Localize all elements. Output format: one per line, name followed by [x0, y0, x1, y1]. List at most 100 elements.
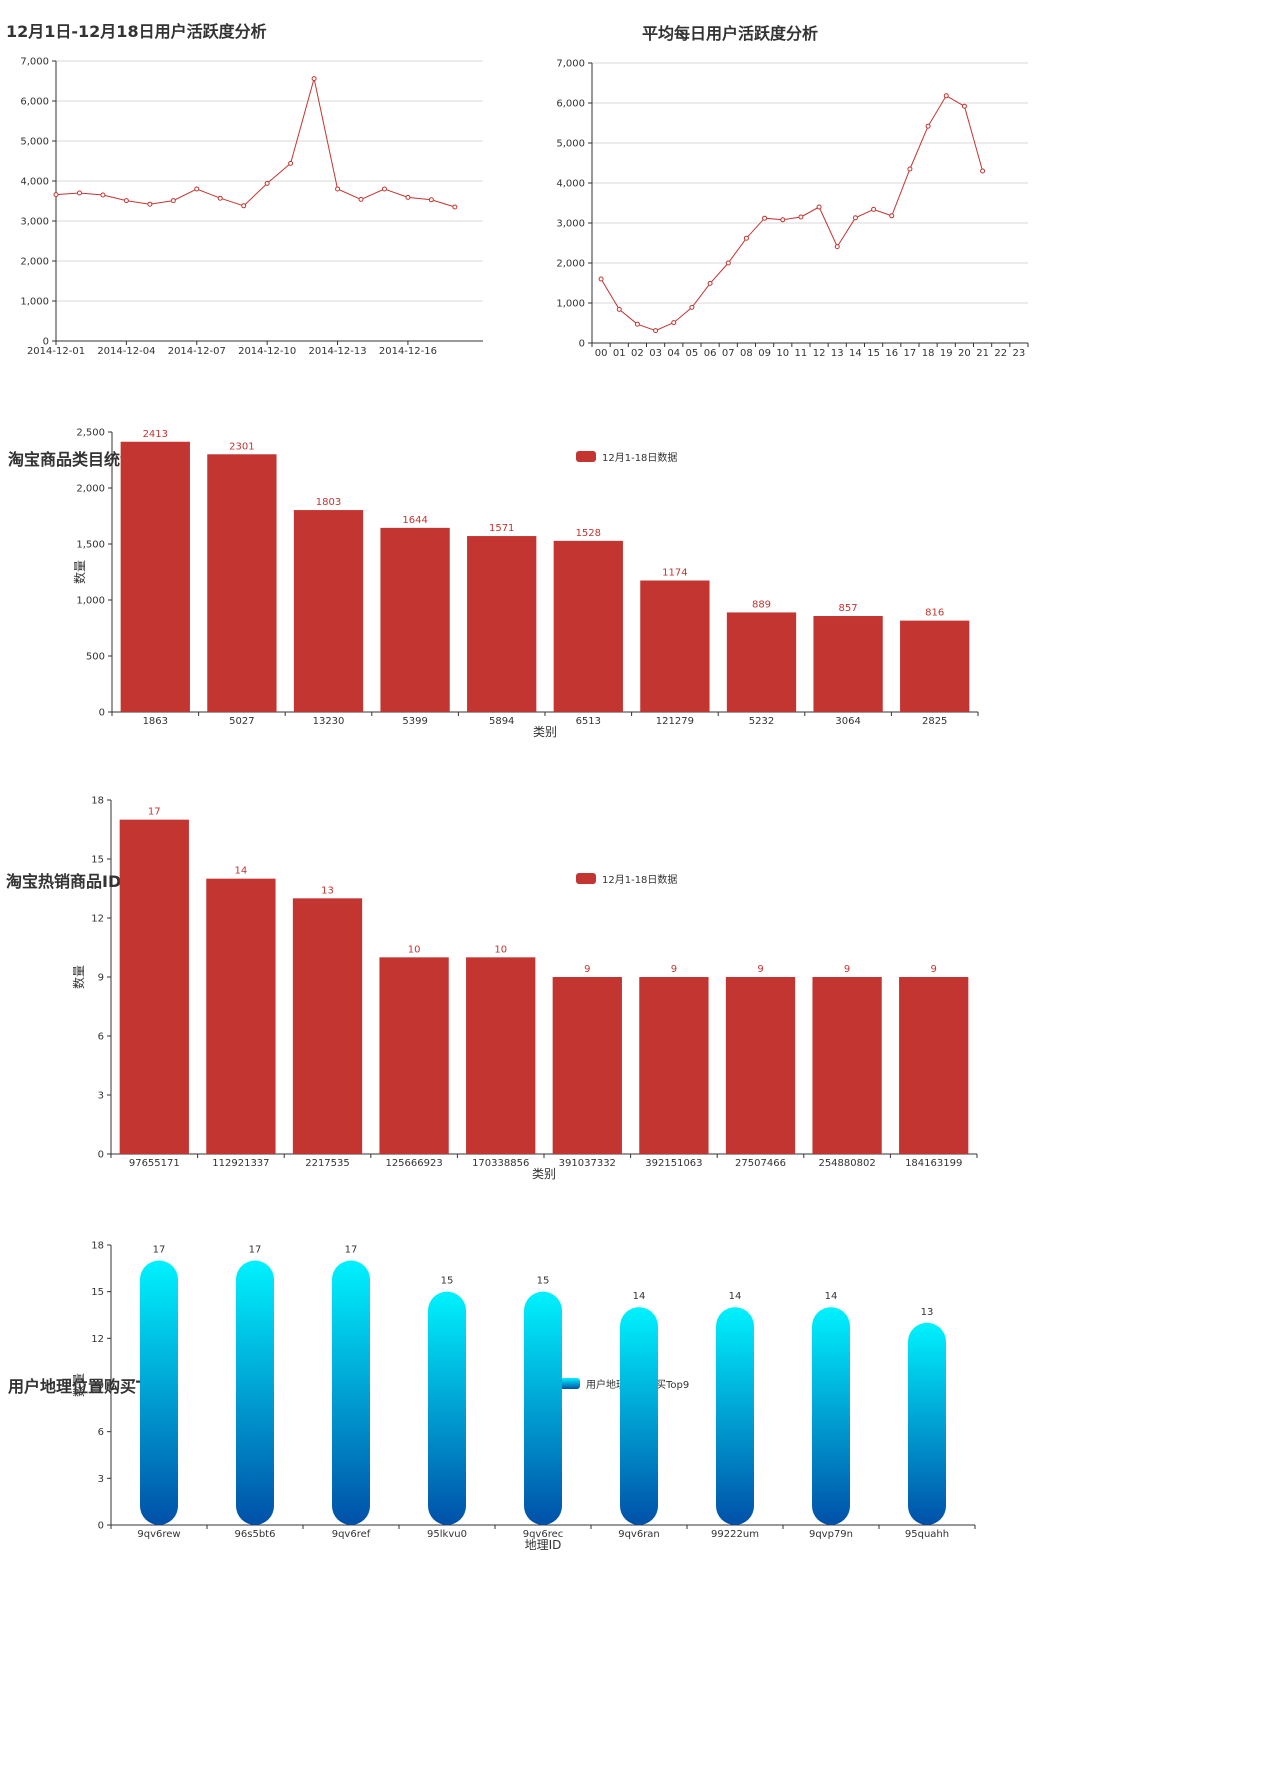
y-tick-label: 1,000	[20, 297, 49, 308]
x-tick-label: 17	[904, 348, 917, 359]
series-line	[600, 95, 984, 332]
x-tick-label: 121279	[656, 716, 694, 727]
bar	[524, 1291, 562, 1525]
x-tick-label: 392151063	[645, 1158, 702, 1169]
x-tick-label: 5894	[489, 716, 514, 727]
x-tick-label: 07	[722, 348, 735, 359]
x-tick-label: 18	[922, 348, 935, 359]
chart-legend[interactable]: 12月1-18日数据	[576, 449, 677, 464]
y-tick-label: 500	[86, 652, 105, 663]
x-tick-label: 5232	[749, 716, 774, 727]
data-point	[147, 201, 153, 207]
data-point	[358, 196, 364, 202]
data-point	[980, 168, 986, 174]
y-tick-label: 6,000	[20, 97, 49, 108]
data-point	[889, 213, 895, 219]
x-tick-label: 13230	[313, 716, 345, 727]
bar	[379, 957, 449, 1154]
y-tick-label: 5,000	[20, 137, 49, 148]
x-tick-label: 05	[686, 348, 699, 359]
y-tick-label: 2,500	[76, 428, 105, 439]
x-tick-label: 95lkvu0	[427, 1529, 467, 1540]
bar	[207, 454, 277, 712]
x-tick-label: 2014-12-07	[168, 346, 226, 357]
x-tick-label: 09	[758, 348, 771, 359]
y-axis-title: 数量	[71, 1373, 86, 1397]
data-point	[217, 195, 223, 201]
data-label: 9	[931, 964, 937, 975]
x-tick-label: 96s5bt6	[235, 1529, 276, 1540]
y-tick-label: 6,000	[556, 99, 585, 110]
data-point	[100, 192, 106, 198]
y-tick-label: 7,000	[20, 57, 49, 68]
y-tick-label: 3,000	[20, 217, 49, 228]
data-label: 9	[844, 964, 850, 975]
data-label: 9	[757, 964, 763, 975]
y-tick-label: 0	[579, 339, 585, 350]
bar	[899, 977, 969, 1154]
y-tick-label: 2,000	[76, 484, 105, 495]
x-tick-label: 9qv6rec	[523, 1529, 564, 1540]
y-tick-label: 4,000	[556, 179, 585, 190]
daily-activity-plot: 0 1,000 2,000 3,000 4,000 5,000 6,000 7,000 2014…	[20, 57, 483, 357]
hourly-activity-plot: 0 1,000 2,000 3,000 4,000 5,000 6,000 7,000 00 01…	[556, 59, 1029, 359]
x-tick-label: 5399	[402, 716, 427, 727]
item-id-stats-chart: 淘宝热销商品ID统计分析 12月1-18日数据 0 3 6 9 12 15 18 17 9765…	[0, 796, 1268, 1360]
x-tick-label: 95quahh	[905, 1529, 949, 1540]
x-tick-label: 19	[940, 348, 953, 359]
x-tick-label: 04	[667, 348, 680, 359]
bar	[206, 878, 276, 1154]
data-label: 14	[235, 866, 248, 877]
chart-title: 12月1日-12月18日用户活跃度分析	[6, 22, 267, 41]
y-tick-label: 2,000	[556, 259, 585, 270]
y-tick-label: 15	[91, 855, 104, 866]
x-tick-label: 13	[831, 348, 844, 359]
x-tick-label: 01	[613, 348, 626, 359]
y-tick-label: 12	[91, 1334, 104, 1345]
data-label: 1803	[316, 497, 341, 508]
x-tick-label: 16	[885, 348, 898, 359]
data-label: 10	[408, 944, 421, 955]
y-tick-label: 12	[91, 914, 104, 925]
data-point	[452, 204, 458, 210]
x-tick-label: 99222um	[711, 1529, 759, 1540]
bar	[140, 1260, 178, 1525]
y-tick-label: 4,000	[20, 177, 49, 188]
legend-label: 12月1-18日数据	[602, 453, 678, 464]
x-tick-label: 97655171	[129, 1158, 180, 1169]
y-tick-label: 0	[98, 1521, 104, 1532]
x-tick-label: 2014-12-10	[238, 346, 296, 357]
y-tick-label: 6	[98, 1427, 104, 1438]
data-point	[381, 186, 387, 192]
data-label: 15	[537, 1276, 550, 1287]
data-point	[689, 304, 695, 310]
x-tick-label: 9qvp79n	[809, 1529, 853, 1540]
data-point	[671, 320, 677, 326]
x-tick-label: 9qv6ran	[618, 1529, 660, 1540]
bar	[900, 620, 970, 712]
data-label: 17	[249, 1245, 262, 1256]
x-tick-label: 06	[704, 348, 717, 359]
x-tick-label: 112921337	[212, 1158, 269, 1169]
data-label: 13	[921, 1307, 934, 1318]
data-point	[852, 215, 858, 221]
x-axis-title: 地理ID	[525, 1538, 562, 1552]
data-label: 10	[494, 944, 507, 955]
data-label: 9	[584, 964, 590, 975]
data-point	[76, 190, 82, 196]
x-tick-label: 170338856	[472, 1158, 529, 1169]
item-id-bar-plot: 0 3 6 9 12 15 18 17 97655171 14 112921337 13 2217535…	[71, 796, 978, 1181]
bar	[908, 1322, 946, 1525]
data-point	[834, 244, 840, 250]
y-tick-label: 7,000	[556, 59, 585, 70]
data-point	[871, 206, 877, 212]
x-tick-label: 184163199	[905, 1158, 962, 1169]
chart-legend[interactable]: 12月1-18日数据	[576, 871, 677, 886]
x-tick-label: 2014-12-13	[308, 346, 366, 357]
hourly-activity-chart: 平均每日用户活跃度分析 0 1,000 2,000 3,000 4,000 5,000 6,…	[556, 0, 1268, 430]
x-tick-label: 3064	[835, 716, 860, 727]
data-point	[816, 204, 822, 210]
data-label: 857	[839, 603, 858, 614]
chart-title: 用户地理位置购买Top9	[8, 1377, 179, 1396]
data-point	[743, 235, 749, 241]
